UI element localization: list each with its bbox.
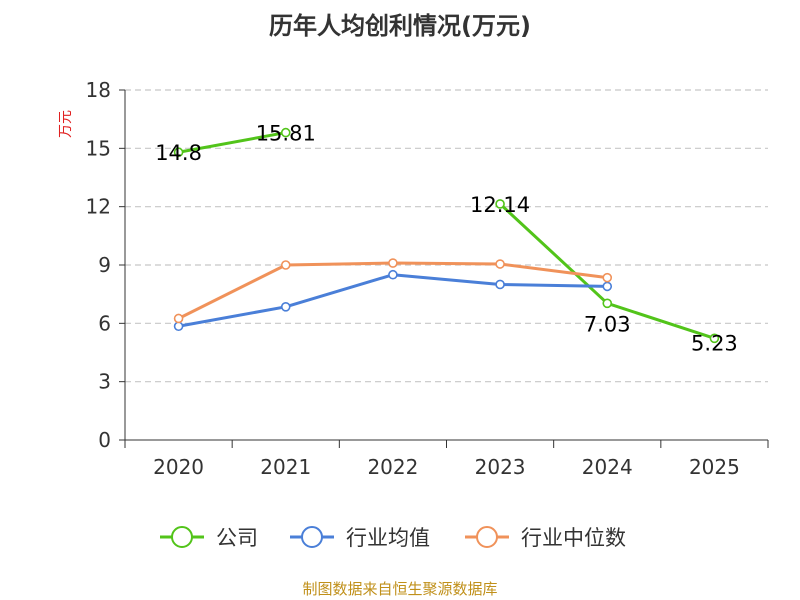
data-label: 12.14 xyxy=(470,193,530,217)
data-point xyxy=(495,199,505,209)
data-point xyxy=(173,313,184,324)
legend-label: 公司 xyxy=(216,526,258,550)
data-label: 5.23 xyxy=(691,331,738,355)
y-tick-label: 9 xyxy=(98,253,111,277)
x-tick-label: 2020 xyxy=(153,455,204,479)
x-tick-label: 2021 xyxy=(260,455,311,479)
data-label: 7.03 xyxy=(584,312,631,336)
legend-marker xyxy=(301,526,323,548)
source-note: 制图数据来自恒生聚源数据库 xyxy=(302,580,498,598)
y-tick-label: 12 xyxy=(86,195,111,219)
series-line xyxy=(178,131,287,154)
x-tick-label: 2022 xyxy=(367,455,418,479)
y-tick-label: 3 xyxy=(98,370,111,394)
legend-label: 行业均值 xyxy=(346,526,430,550)
series-line xyxy=(178,273,608,328)
x-tick-label: 2023 xyxy=(475,455,526,479)
y-tick-label: 0 xyxy=(98,428,111,452)
data-point xyxy=(602,281,613,292)
x-tick-label: 2025 xyxy=(689,455,740,479)
y-axis-label: 万元 xyxy=(58,110,74,138)
data-point xyxy=(495,259,505,269)
data-point xyxy=(388,269,398,280)
y-tick-label: 6 xyxy=(98,311,111,335)
y-tick-label: 18 xyxy=(86,78,111,102)
data-point xyxy=(280,260,291,270)
chart-title: 历年人均创利情况(万元) xyxy=(269,12,531,40)
data-point xyxy=(173,321,184,332)
legend-marker xyxy=(171,526,193,548)
legend-label: 行业中位数 xyxy=(521,526,626,550)
data-point xyxy=(495,279,505,290)
data-label: 14.8 xyxy=(155,141,202,165)
data-point xyxy=(388,258,398,268)
data-point xyxy=(602,298,613,309)
data-point xyxy=(709,333,720,344)
x-tick-label: 2024 xyxy=(582,455,633,479)
legend-marker xyxy=(476,526,498,548)
data-point xyxy=(602,272,613,283)
data-label: 15.81 xyxy=(256,122,316,146)
data-point xyxy=(280,302,291,312)
data-point xyxy=(280,127,291,138)
y-tick-label: 15 xyxy=(86,136,111,160)
data-point xyxy=(173,147,184,158)
